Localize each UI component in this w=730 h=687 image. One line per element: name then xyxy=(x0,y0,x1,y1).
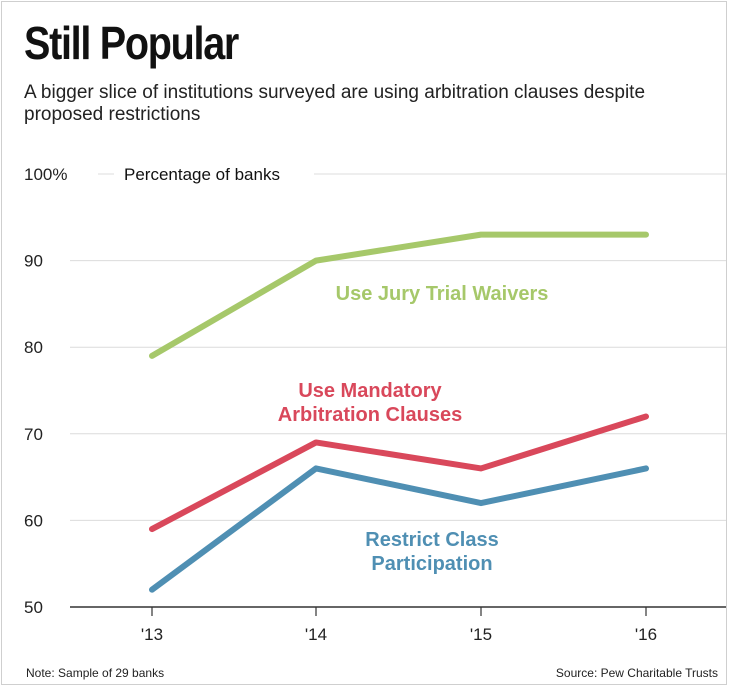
x-tick-label: '15 xyxy=(470,625,492,644)
series-line xyxy=(149,231,649,359)
series-label: Restrict Class xyxy=(365,529,498,551)
series-line xyxy=(149,465,649,593)
x-tick-label: '13 xyxy=(141,625,163,644)
series-label: Use Mandatory xyxy=(298,380,442,402)
y-tick-label: 90 xyxy=(24,252,43,271)
y-tick-label: 60 xyxy=(24,511,43,530)
source-credit: Source: Pew Charitable Trusts xyxy=(555,666,718,680)
axes: 50 60 70 80 90 100% Percentage of banks '13 '14 '… xyxy=(24,162,657,644)
series-label: Participation xyxy=(371,553,492,575)
x-tick-label: '16 xyxy=(635,625,657,644)
chart-title: Still Popular xyxy=(24,17,239,69)
series-label: Arbitration Clauses xyxy=(278,404,462,426)
gridlines xyxy=(70,173,726,608)
footnote: Note: Sample of 29 banks xyxy=(26,666,165,680)
series-labels: Use Jury Trial Waivers Use MandatoryArbit… xyxy=(278,283,549,575)
chart-subtitle: A bigger slice of institutions surveyed … xyxy=(24,82,646,125)
y-tick-label: 70 xyxy=(24,425,43,444)
series-lines xyxy=(149,231,649,593)
y-tick-label: 50 xyxy=(24,598,43,617)
series-line xyxy=(149,413,649,533)
series-label: Use Jury Trial Waivers xyxy=(336,283,549,305)
x-tick-label: '14 xyxy=(305,625,327,644)
axis-title-background xyxy=(114,162,314,186)
y-axis-title: Percentage of banks xyxy=(124,165,280,184)
y-tick-label: 100% xyxy=(24,165,67,184)
y-tick-label: 80 xyxy=(24,338,43,357)
